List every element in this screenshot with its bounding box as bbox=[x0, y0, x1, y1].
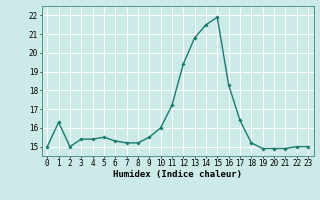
X-axis label: Humidex (Indice chaleur): Humidex (Indice chaleur) bbox=[113, 170, 242, 179]
